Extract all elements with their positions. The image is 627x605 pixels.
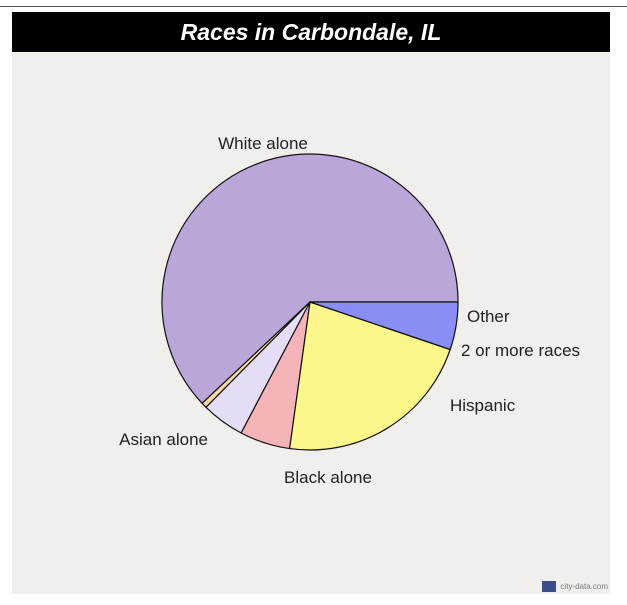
chart-title: Races in Carbondale, IL [180, 18, 442, 45]
slice-label-black-alone: Black alone [284, 468, 372, 487]
slice-label-other: Other [467, 307, 510, 326]
source-text: city-data.com [560, 582, 608, 591]
pie-slice-white-alone [161, 153, 459, 404]
slice-label-asian-alone: Asian alone [119, 430, 208, 449]
slice-label-hispanic: Hispanic [450, 396, 516, 415]
chart-panel: Races in Carbondale, IL White alone Other… [12, 12, 610, 594]
top-divider [0, 6, 627, 7]
pie-chart: White alone Other 2 or more races Hispanic B… [119, 134, 580, 487]
city-data-logo-icon [542, 581, 557, 592]
slice-label-2-or-more-races: 2 or more races [461, 341, 580, 360]
slice-label-white-alone: White alone [218, 134, 308, 153]
title-bar: Races in Carbondale, IL [12, 12, 610, 52]
source-credit: city-data.com [542, 581, 608, 592]
pie-slice-black-alone [289, 301, 451, 451]
pie-slice-asian-alone [309, 301, 459, 351]
